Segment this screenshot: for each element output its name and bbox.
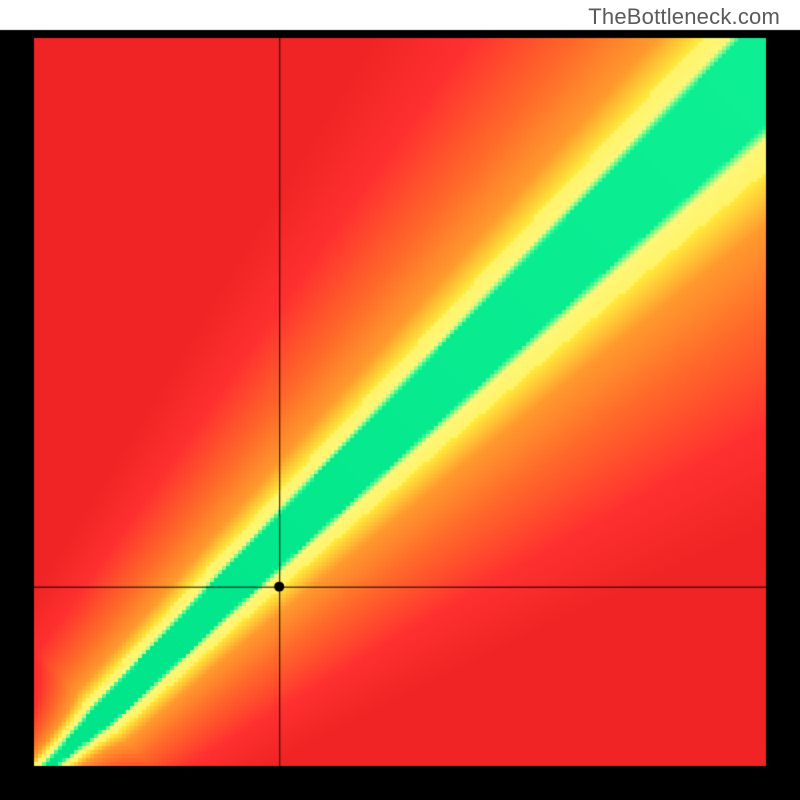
watermark-text: TheBottleneck.com (588, 4, 780, 30)
heatmap-canvas (0, 0, 800, 800)
chart-container: TheBottleneck.com (0, 0, 800, 800)
